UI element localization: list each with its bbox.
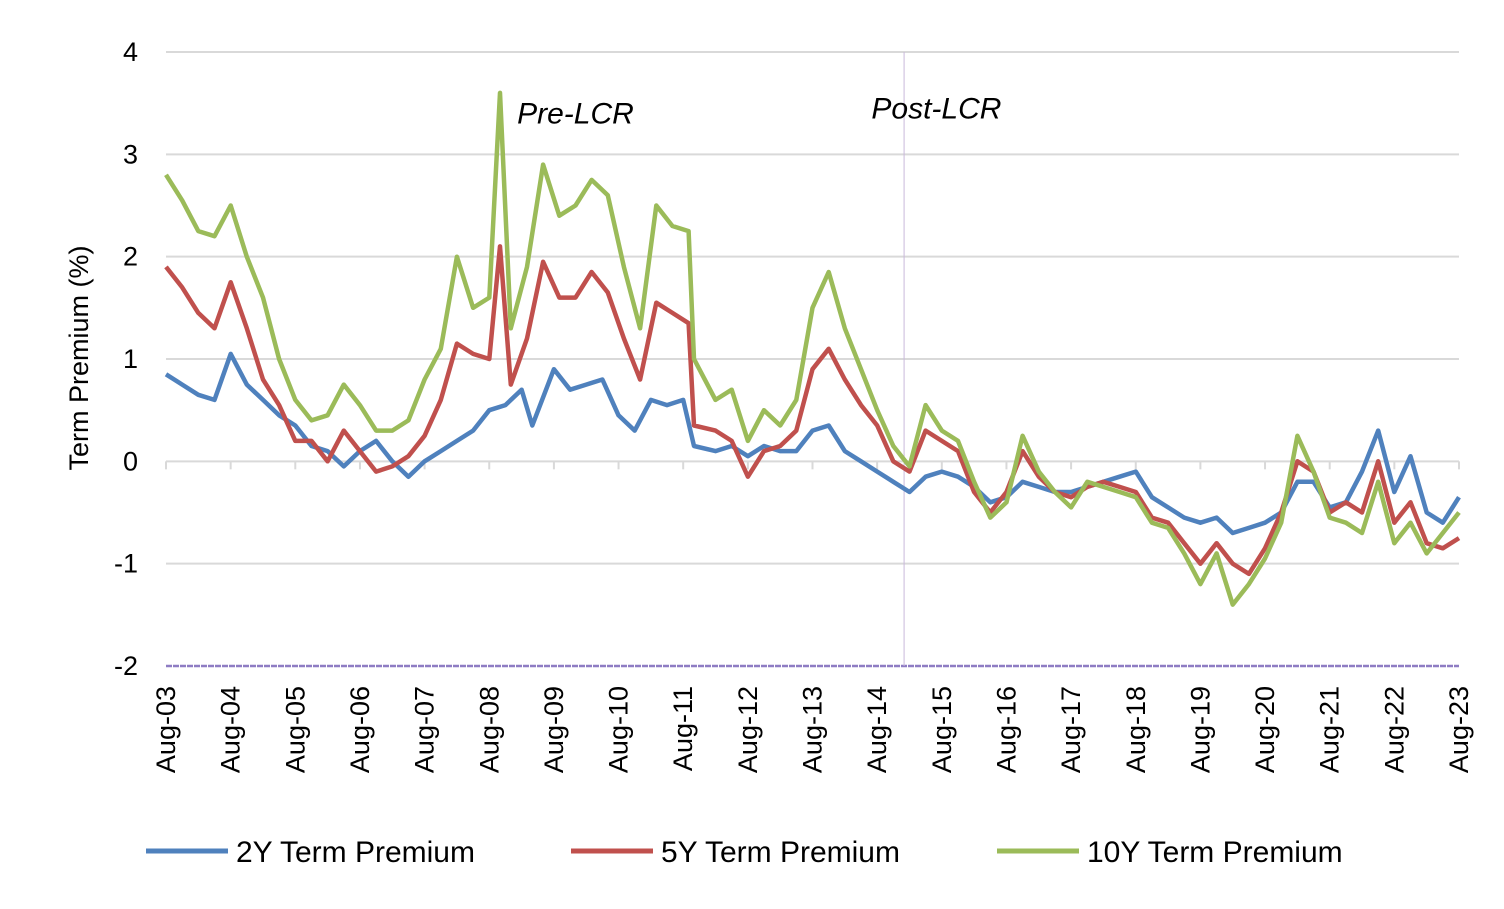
x-tick-label: Aug-20 (1250, 686, 1280, 773)
x-tick-label: Aug-19 (1185, 686, 1215, 773)
x-tick-label: Aug-10 (604, 686, 634, 773)
legend-label: 10Y Term Premium (1087, 836, 1343, 869)
y-tick-label: 4 (123, 37, 138, 67)
x-tick-label: Aug-11 (668, 686, 698, 771)
series-line-2 (164, 244, 1461, 577)
x-tick-label: Aug-22 (1379, 686, 1409, 773)
x-axis: Aug-03 Aug-04 Aug-05 Aug-06 Aug-07 Aug-08 Aug-… (151, 460, 1474, 773)
y-tick-label: 1 (123, 344, 138, 374)
x-tick-label: Aug-09 (539, 686, 569, 773)
x-tick-label: Aug-05 (280, 686, 310, 773)
x-tick-label: Aug-21 (1315, 686, 1345, 773)
annotations: Pre-LCR Post-LCR (517, 92, 1001, 130)
x-tick-label: Aug-07 (410, 686, 440, 773)
x-tick-label: Aug-12 (733, 686, 763, 773)
x-tick-label: Aug-17 (1056, 686, 1086, 773)
series-line-3 (164, 90, 1461, 607)
y-tick-label: -1 (114, 549, 138, 579)
annotation-label: Post-LCR (871, 92, 1001, 125)
y-tick-label: 0 (123, 446, 138, 476)
x-tick-label: Aug-08 (474, 686, 504, 773)
x-tick-label: Aug-18 (1121, 686, 1151, 773)
x-tick-label: Aug-15 (927, 686, 957, 773)
y-tick-label: -2 (114, 651, 138, 681)
x-tick-label: Aug-14 (862, 686, 892, 773)
series-lines (164, 90, 1461, 607)
legend-label: 2Y Term Premium (236, 836, 475, 869)
x-tick-label: Aug-06 (345, 686, 375, 773)
y-tick-label: 3 (123, 139, 138, 169)
y-tick-label: 2 (123, 242, 138, 272)
gridlines (166, 51, 1459, 668)
y-axis-tick-labels: 4 3 2 1 0 -1 -2 (114, 37, 138, 681)
legend-label: 5Y Term Premium (661, 836, 900, 869)
annotation-label: Pre-LCR (517, 97, 634, 130)
legend: 2Y Term Premium 5Y Term Premium 10Y Term P… (146, 836, 1343, 869)
x-tick-label: Aug-04 (216, 686, 246, 773)
x-tick-label: Aug-03 (151, 686, 181, 773)
x-tick-label: Aug-16 (991, 686, 1021, 773)
x-tick-label: Aug-13 (798, 686, 828, 773)
x-tick-label: Aug-23 (1444, 686, 1474, 773)
y-axis-title: Term Premium (%) (64, 245, 94, 470)
series-line-1 (164, 351, 1461, 536)
